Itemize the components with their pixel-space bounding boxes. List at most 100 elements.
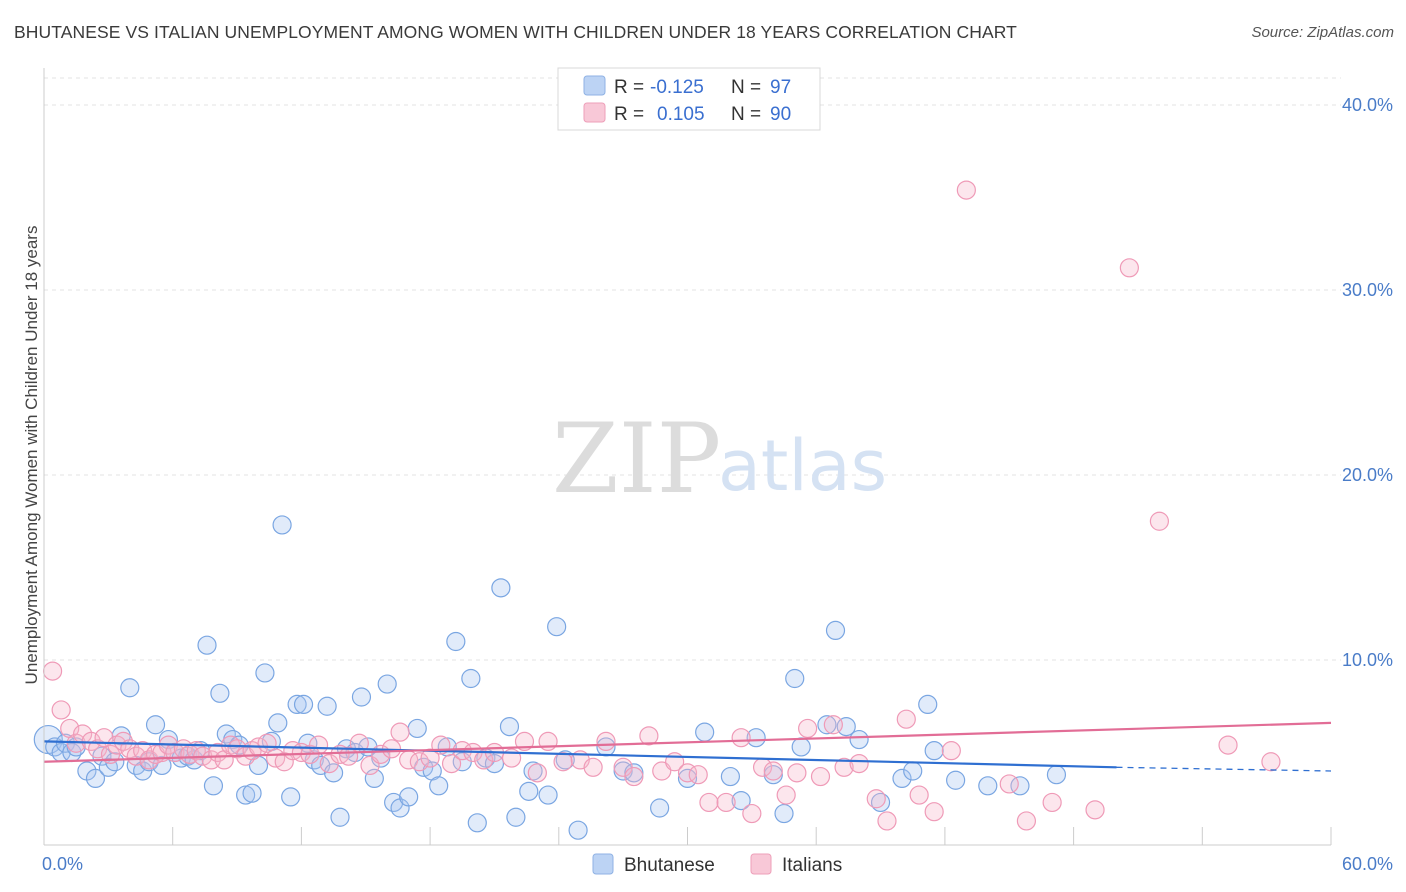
point-bhutanese	[281, 787, 301, 807]
point-italians	[514, 731, 535, 752]
legend-r-label: R =	[614, 77, 644, 98]
point-bhutanese	[817, 715, 837, 735]
point-italians	[866, 789, 886, 809]
trend-line-bhutanese	[43, 740, 1117, 769]
point-italians	[390, 722, 410, 742]
point-italians	[1085, 800, 1105, 820]
point-bhutanese	[491, 578, 511, 598]
point-bhutanese	[677, 768, 698, 789]
trend-line-bhutanese-projection	[1116, 766, 1332, 772]
point-bhutanese	[946, 770, 966, 790]
point-bhutanese	[519, 781, 539, 801]
bottom-legend-swatch-italians	[750, 853, 772, 875]
point-bhutanese	[145, 715, 166, 735]
point-bhutanese	[918, 694, 938, 715]
point-bhutanese	[323, 763, 344, 783]
point-italians	[909, 785, 929, 805]
point-bhutanese	[467, 813, 487, 833]
point-bhutanese	[330, 807, 350, 827]
watermark: ZIP atlas	[552, 403, 887, 515]
point-italians	[787, 763, 807, 783]
point-italians	[1261, 752, 1281, 772]
point-bhutanese	[268, 713, 288, 733]
point-bhutanese	[377, 674, 397, 694]
point-italians	[441, 753, 462, 774]
bottom-legend-label-italians: Italians	[782, 855, 842, 876]
legend-n-value: 90	[770, 104, 791, 125]
point-bhutanese	[210, 683, 230, 703]
point-italians	[849, 753, 869, 774]
gridlines	[44, 77, 1341, 661]
legend-swatch-bhutanese	[583, 75, 606, 96]
point-italians	[956, 180, 976, 200]
point-bhutanese	[203, 776, 224, 796]
source-credit: Source: ZipAtlas.com	[1251, 24, 1394, 41]
data-points	[33, 180, 1281, 840]
trend-line-italians	[43, 721, 1332, 763]
point-italians	[999, 774, 1019, 794]
point-italians	[941, 741, 961, 761]
point-italians	[1016, 811, 1037, 831]
point-italians	[798, 718, 818, 739]
legend-r-label: R =	[614, 104, 644, 125]
point-bhutanese	[1046, 765, 1067, 785]
point-bhutanese	[293, 694, 314, 715]
point-bhutanese	[720, 766, 741, 787]
point-italians	[823, 715, 843, 735]
point-italians	[731, 728, 751, 748]
y-tick-label: 10.0%	[1342, 650, 1393, 670]
point-italians	[113, 731, 133, 752]
point-italians	[624, 766, 644, 787]
point-bhutanese	[746, 728, 766, 748]
legend-n-label: N =	[731, 77, 761, 98]
point-italians	[639, 726, 659, 746]
point-bhutanese	[924, 741, 944, 761]
point-italians	[51, 700, 71, 720]
point-italians	[810, 766, 831, 787]
point-italians	[1149, 511, 1170, 531]
point-bhutanese	[120, 678, 140, 698]
x-ticks	[43, 827, 1332, 845]
point-bhutanese	[317, 696, 337, 716]
point-italians	[308, 735, 329, 755]
legend-r-value: 0.105	[657, 104, 705, 125]
y-axis-label: Unemployment Among Women with Children U…	[22, 226, 41, 685]
legend-n-label: N =	[731, 104, 761, 125]
legend-n-value: 97	[770, 77, 791, 98]
bottom-legend-label-bhutanese: Bhutanese	[624, 855, 715, 876]
y-tick-label: 30.0%	[1342, 280, 1393, 300]
point-bhutanese	[892, 768, 912, 789]
point-bhutanese	[650, 798, 670, 818]
x-tick-label-min: 0.0%	[42, 854, 83, 874]
point-italians	[896, 709, 916, 729]
point-italians	[474, 750, 494, 770]
point-italians	[688, 765, 708, 785]
point-bhutanese	[272, 515, 292, 535]
point-italians	[583, 757, 603, 777]
point-bhutanese	[568, 820, 588, 840]
point-italians	[42, 661, 63, 681]
point-bhutanese	[461, 668, 481, 689]
point-bhutanese	[903, 761, 923, 781]
point-bhutanese	[236, 785, 256, 805]
point-italians	[742, 803, 762, 824]
point-bhutanese	[446, 631, 466, 652]
point-bhutanese	[538, 785, 558, 805]
point-bhutanese	[484, 753, 505, 774]
point-italians	[763, 761, 783, 781]
watermark-atlas: atlas	[718, 425, 887, 507]
point-bhutanese	[849, 729, 869, 750]
point-bhutanese	[287, 694, 307, 715]
point-bhutanese	[978, 776, 998, 796]
y-tick-label: 40.0%	[1342, 95, 1393, 115]
point-bhutanese	[731, 790, 751, 811]
point-bhutanese	[255, 663, 275, 683]
y-tick-label: 20.0%	[1342, 465, 1393, 485]
point-italians	[877, 811, 897, 831]
point-bhutanese	[774, 803, 794, 824]
point-italians	[1218, 735, 1238, 755]
point-italians	[716, 792, 736, 813]
point-bhutanese	[399, 787, 419, 807]
point-bhutanese	[351, 687, 372, 707]
point-italians	[924, 802, 944, 822]
